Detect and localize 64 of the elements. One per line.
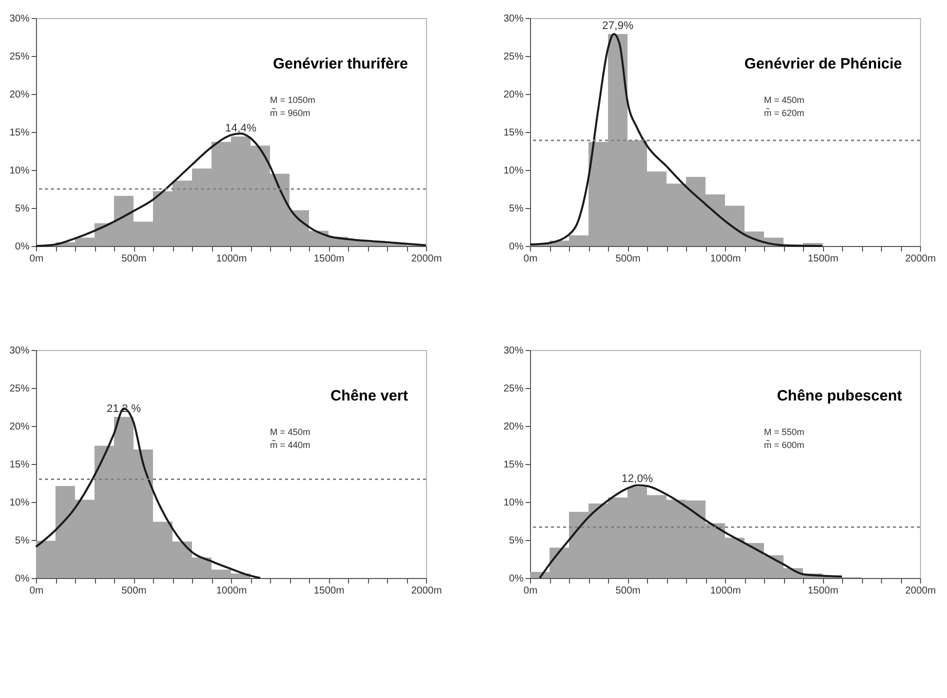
x-tick-label: 2000m xyxy=(905,586,936,596)
text: Genévrier thurifère xyxy=(272,56,408,73)
x-tick-label: 1500m xyxy=(314,254,344,264)
annotation: M = 550m xyxy=(764,427,804,438)
annotation: m̃ = 600m xyxy=(764,440,804,450)
y-tick-label: 25% xyxy=(503,384,524,394)
y-tick-label: 20% xyxy=(503,90,524,100)
annotation: 14,4% xyxy=(225,122,257,135)
text: Genévrier de Phénicie xyxy=(744,56,902,73)
y-tick-label: 20% xyxy=(9,422,30,432)
annotation: M = 450m xyxy=(270,427,310,438)
y-tick-label: 5% xyxy=(15,536,30,546)
x-tick-label: 500m xyxy=(615,586,641,596)
x-tick-label: 2000m xyxy=(411,254,442,264)
y-tick-label: 15% xyxy=(9,460,30,470)
y-tick-label: 10% xyxy=(503,166,524,176)
x-tick-label: 0m xyxy=(524,586,538,596)
annotation: m̃ = 960m xyxy=(270,108,310,118)
y-tick-label: 30% xyxy=(9,14,30,24)
y-tick-label: 20% xyxy=(503,422,524,432)
x-tick-label: 500m xyxy=(121,254,147,264)
y-tick-label: 0% xyxy=(15,242,30,252)
annotation: 12,0% xyxy=(622,472,654,485)
y-tick-label: 15% xyxy=(9,128,30,138)
y-tick-label: 0% xyxy=(509,242,524,252)
y-tick-label: 25% xyxy=(503,52,524,62)
y-tick-label: 10% xyxy=(9,166,30,176)
x-tick-label: 0m xyxy=(30,586,44,596)
x-tick-label: 1500m xyxy=(314,586,344,596)
x-tick-label: 500m xyxy=(615,254,641,264)
x-tick-label: 1000m xyxy=(710,254,741,264)
y-tick-label: 10% xyxy=(503,498,524,508)
y-tick-label: 20% xyxy=(9,90,30,100)
x-tick-label: 0m xyxy=(30,254,44,264)
y-tick-label: 5% xyxy=(509,536,524,546)
annotation: M = 450m xyxy=(764,95,804,106)
y-tick-label: 30% xyxy=(503,346,524,356)
annotation: m̃ = 440m xyxy=(270,440,310,450)
y-tick-label: 25% xyxy=(9,52,30,62)
y-tick-label: 30% xyxy=(9,346,30,356)
x-tick-label: 1500m xyxy=(808,586,838,596)
y-tick-label: 5% xyxy=(509,204,524,214)
text: Chêne pubescent xyxy=(776,388,902,405)
y-tick-label: 10% xyxy=(9,498,30,508)
annotation: 21,2 % xyxy=(106,402,142,415)
annotation: M = 1050m xyxy=(270,95,316,106)
y-tick-label: 15% xyxy=(503,460,524,470)
y-tick-label: 0% xyxy=(509,574,524,584)
x-tick-label: 1000m xyxy=(710,586,741,596)
y-tick-label: 15% xyxy=(503,128,524,138)
x-tick-label: 500m xyxy=(121,586,147,596)
y-tick-label: 0% xyxy=(15,574,30,584)
x-tick-label: 2000m xyxy=(411,586,442,596)
annotation: 27,9% xyxy=(602,20,634,32)
text: Chêne vert xyxy=(330,388,408,405)
x-tick-label: 1500m xyxy=(808,254,838,264)
x-tick-label: 1000m xyxy=(216,254,247,264)
y-tick-label: 5% xyxy=(15,204,30,214)
annotation: m̃ = 620m xyxy=(764,108,804,118)
y-tick-label: 30% xyxy=(503,14,524,24)
x-tick-label: 0m xyxy=(524,254,538,264)
y-tick-label: 25% xyxy=(9,384,30,394)
x-tick-label: 1000m xyxy=(216,586,247,596)
x-tick-label: 2000m xyxy=(905,254,936,264)
